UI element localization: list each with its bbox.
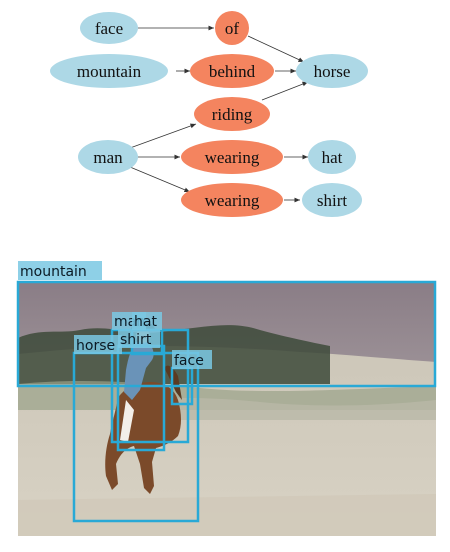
node-wearing-1-label: wearing bbox=[205, 148, 260, 167]
edge-man-riding bbox=[129, 123, 197, 149]
node-wearing-1: wearing bbox=[181, 140, 283, 174]
node-man-label: man bbox=[93, 148, 123, 167]
box-label-horse: horse bbox=[74, 335, 122, 354]
photo-canvas: mountain horse man hat shirt face bbox=[16, 261, 437, 536]
node-of-label: of bbox=[225, 19, 240, 38]
node-behind-label: behind bbox=[209, 62, 256, 81]
node-mountain: mountain bbox=[50, 54, 168, 88]
node-wearing-2-label: wearing bbox=[205, 191, 260, 210]
node-hat-label: hat bbox=[322, 148, 343, 167]
node-man: man bbox=[78, 140, 138, 174]
node-horse-label: horse bbox=[314, 62, 351, 81]
node-behind: behind bbox=[190, 54, 274, 88]
box-label-mountain: mountain bbox=[18, 261, 102, 280]
edge-man-wearing-2 bbox=[129, 166, 191, 193]
node-shirt: shirt bbox=[302, 183, 362, 217]
node-face: face bbox=[80, 12, 138, 44]
box-label-mountain-text: mountain bbox=[20, 264, 87, 280]
box-label-shirt: shirt bbox=[118, 330, 160, 348]
box-label-shirt-text: shirt bbox=[120, 332, 152, 348]
node-mountain-label: mountain bbox=[77, 62, 142, 81]
box-label-face-text: face bbox=[174, 353, 204, 369]
annotated-photo: mountain horse man hat shirt face bbox=[0, 250, 450, 547]
box-label-hat-text: hat bbox=[134, 314, 157, 330]
box-label-face: face bbox=[172, 350, 212, 369]
scene-graph: face mountain horse man hat shirt of beh… bbox=[50, 11, 368, 217]
node-wearing-2: wearing bbox=[181, 183, 283, 217]
node-riding-label: riding bbox=[212, 105, 253, 124]
node-riding: riding bbox=[194, 97, 270, 131]
node-shirt-label: shirt bbox=[317, 191, 348, 210]
edge-of-horse bbox=[247, 35, 305, 63]
box-label-horse-text: horse bbox=[76, 338, 115, 354]
node-face-label: face bbox=[95, 19, 123, 38]
photo-scene bbox=[18, 282, 436, 536]
node-horse: horse bbox=[296, 54, 368, 88]
edge-riding-horse bbox=[261, 81, 309, 101]
node-hat: hat bbox=[308, 140, 356, 174]
node-of: of bbox=[215, 11, 249, 45]
box-label-hat: hat bbox=[132, 312, 162, 330]
bbox-mountain bbox=[16, 280, 437, 388]
